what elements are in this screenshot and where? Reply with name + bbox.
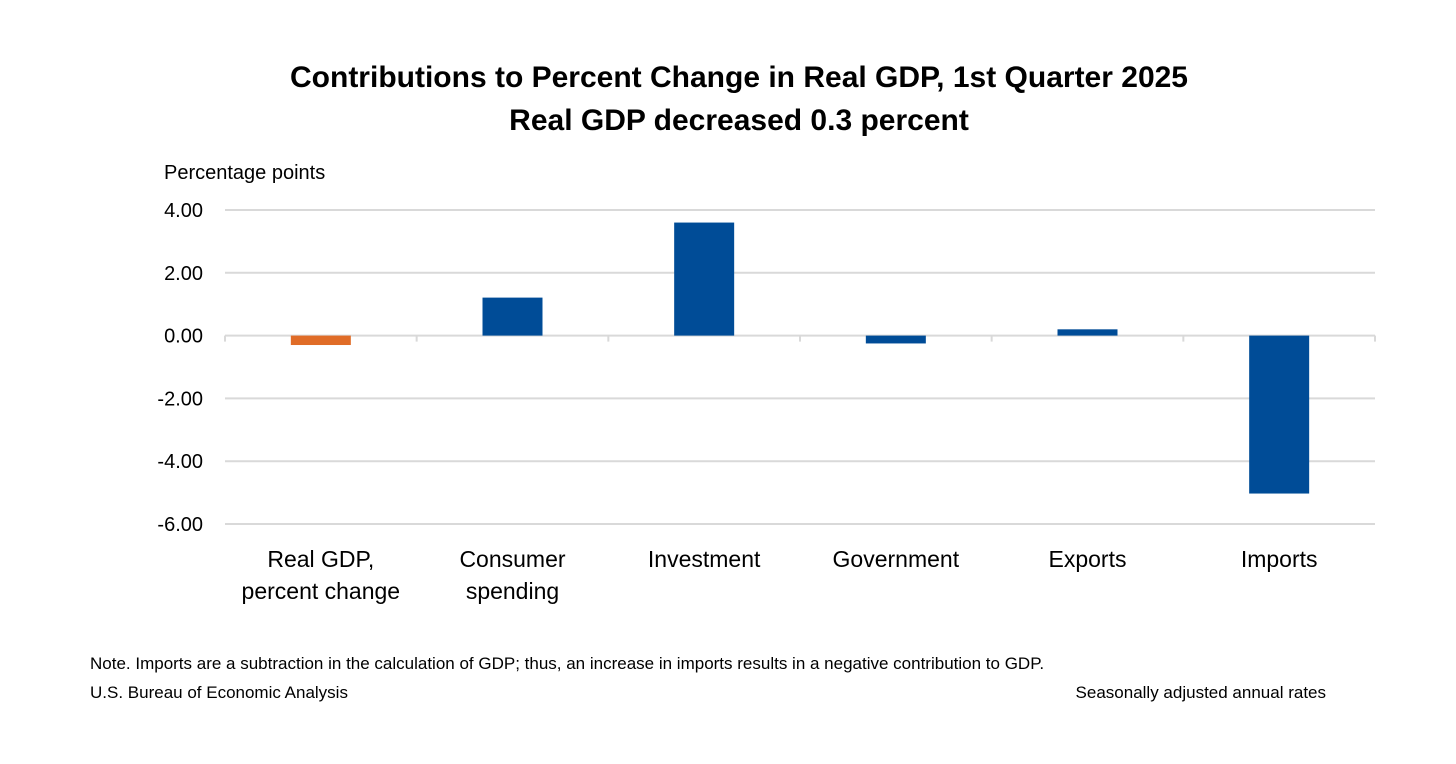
x-category-label: Investment — [648, 546, 761, 572]
bar — [482, 297, 543, 336]
y-tick-label: -4.00 — [157, 451, 203, 473]
chart-subtitle: Real GDP decreased 0.3 percent — [509, 104, 969, 137]
y-tick-label: 4.00 — [164, 200, 203, 222]
y-axis-label: Percentage points — [164, 162, 326, 184]
x-category-label: Consumer spending — [459, 546, 565, 604]
x-category-label: Government — [833, 546, 960, 572]
bar — [674, 222, 735, 336]
y-tick-label: 0.00 — [164, 326, 203, 348]
bar-chart: 4.00 2.00 0.00 -2.00 -4.00 -6.00 Real GDP, perc… — [157, 200, 1376, 604]
chart-title: Contributions to Percent Change in Real … — [290, 61, 1188, 94]
bar — [1249, 335, 1310, 494]
source-credit: U.S. Bureau of Economic Analysis — [90, 683, 348, 702]
x-category-label: Real GDP, percent change — [242, 546, 401, 604]
x-category-label: Exports — [1049, 546, 1127, 572]
bar — [1057, 329, 1118, 336]
x-category-label: Imports — [1241, 546, 1318, 572]
y-tick-label: 2.00 — [164, 263, 203, 285]
bar — [865, 335, 926, 344]
rates-note: Seasonally adjusted annual rates — [1075, 683, 1326, 702]
y-tick-label: -6.00 — [157, 514, 203, 536]
y-tick-label: -2.00 — [157, 388, 203, 410]
chart-note: Note. Imports are a subtraction in the c… — [90, 654, 1045, 673]
bar — [290, 335, 351, 346]
